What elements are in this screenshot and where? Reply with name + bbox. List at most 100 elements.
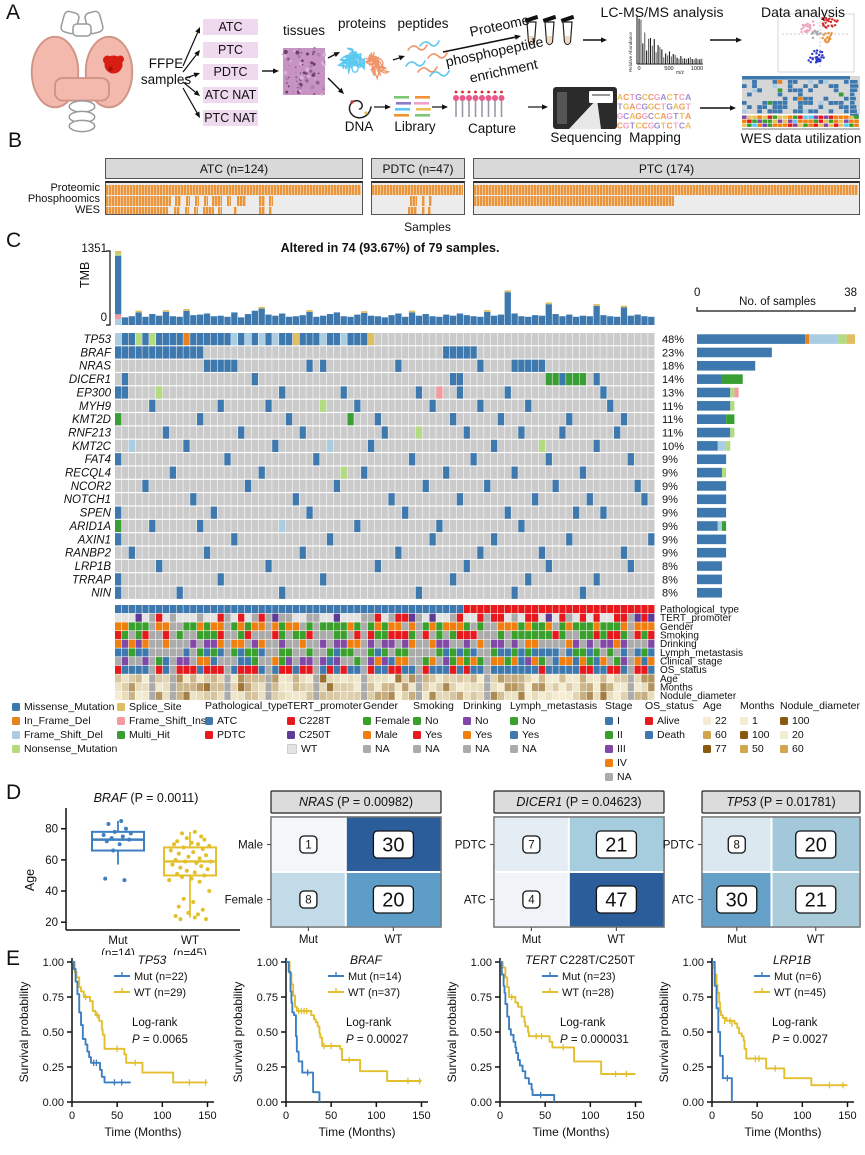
svg-text:1000: 1000: [691, 66, 703, 72]
svg-text:40: 40: [45, 886, 58, 898]
legend-swatch: [413, 731, 421, 739]
svg-text:WT: WT: [384, 934, 402, 946]
svg-text:100: 100: [793, 1110, 811, 1122]
svg-text:150: 150: [198, 1110, 216, 1122]
svg-text:TP53: TP53: [138, 953, 167, 967]
legend-item-label: NA: [617, 771, 632, 783]
legend-swatch: [12, 703, 20, 711]
availability-segment: [218, 207, 222, 214]
legend-item: 1: [740, 714, 774, 728]
availability-row-label: Proteomic: [50, 182, 100, 194]
legend-swatch: [740, 717, 748, 725]
svg-text:G: G: [666, 102, 673, 112]
gene-count-bar: [697, 387, 731, 398]
svg-text:G: G: [635, 92, 642, 102]
svg-text:Drinking: Drinking: [660, 639, 697, 650]
svg-text:G: G: [648, 102, 655, 112]
svg-text:G: G: [623, 121, 630, 131]
availability-segment: [106, 196, 172, 206]
svg-text:18%: 18%: [662, 361, 684, 373]
svg-text:11%: 11%: [662, 401, 683, 413]
svg-text:Lymph_metastasis: Lymph_metastasis: [660, 648, 743, 659]
capture-icon: [453, 90, 505, 117]
legend-item: Nonsense_Mutation: [12, 742, 117, 756]
svg-text:EP300: EP300: [76, 387, 111, 399]
gene-count-bar: [721, 521, 727, 531]
svg-text:RECQL4: RECQL4: [65, 468, 111, 480]
svg-text:ATC: ATC: [464, 895, 486, 907]
svg-text:Age: Age: [660, 674, 678, 685]
svg-text:0.50: 0.50: [43, 1027, 64, 1039]
gene-row: FAT4 9%: [85, 453, 727, 466]
legend-item: C228T: [287, 714, 362, 728]
svg-text:C: C: [623, 92, 629, 102]
legend-item-label: No: [522, 715, 536, 727]
panel-label-a: A: [6, 1, 21, 24]
legend-item: NA: [413, 742, 454, 756]
svg-text:Log-rank: Log-rank: [772, 1017, 818, 1029]
legend-item: Yes: [413, 728, 454, 742]
legend-swatch: [117, 703, 125, 711]
svg-text:DICER1: DICER1: [69, 374, 111, 386]
gene-count-bar: [805, 334, 810, 344]
protein-blob-icon: [336, 47, 391, 81]
svg-text:BRAF (P = 0.0011): BRAF (P = 0.0011): [94, 791, 199, 805]
legend-swatch: [287, 744, 297, 754]
svg-text:A: A: [673, 102, 679, 112]
legend-group: Months 1 100 50: [740, 700, 774, 756]
gene-count-bar: [730, 387, 735, 398]
svg-text:MYH9: MYH9: [79, 401, 112, 413]
svg-text:C: C: [642, 121, 648, 131]
legend-item: Female: [363, 714, 410, 728]
svg-text:100: 100: [581, 1110, 599, 1122]
svg-text:C: C: [679, 121, 685, 131]
legend-group-title: Smoking: [413, 700, 454, 712]
gene-count-bar: [697, 587, 722, 598]
legend-item-label: No: [425, 715, 439, 727]
svg-text:T: T: [679, 111, 685, 121]
svg-text:0.00: 0.00: [471, 1097, 492, 1109]
svg-text:Survival probability: Survival probability: [657, 982, 671, 1083]
svg-text:Mut: Mut: [299, 934, 319, 946]
legend-item-label: C250T: [299, 729, 331, 741]
legend-item-label: C228T: [299, 715, 331, 727]
svg-text:10%: 10%: [662, 441, 684, 453]
mapping-label: Mapping: [629, 130, 681, 145]
samples-bar-axis-title: No. of samples: [739, 296, 816, 308]
legend-swatch: [645, 717, 653, 725]
legend-group-title: OS_status: [645, 700, 695, 712]
svg-text:C: C: [648, 111, 654, 121]
availability-segment: [408, 207, 418, 214]
svg-text:9%: 9%: [662, 534, 678, 546]
panel-label-c: C: [6, 229, 22, 252]
svg-text:Survival probability: Survival probability: [17, 982, 31, 1083]
availability-segment: [202, 207, 215, 214]
legend-swatch: [605, 717, 613, 725]
availability-row-label: Phosphoomics: [27, 193, 100, 205]
svg-text:BRAF: BRAF: [80, 347, 112, 359]
legend-item: IV: [605, 756, 632, 770]
legend-item-label: IV: [617, 757, 627, 769]
legend-item-label: Frame_Shift_Del: [24, 729, 103, 741]
svg-text:P = 0.0027: P = 0.0027: [772, 1034, 828, 1046]
sequencer-icon: [553, 87, 617, 129]
svg-text:0.75: 0.75: [43, 992, 64, 1004]
oncoprint-legends: Missense_Mutation In_Frame_Del Frame_Shift…: [0, 700, 865, 786]
svg-text:P = 0.00027: P = 0.00027: [346, 1034, 408, 1046]
legend-swatch: [740, 731, 748, 739]
svg-text:Months: Months: [660, 683, 693, 694]
svg-text:Time (Months): Time (Months): [105, 1125, 182, 1139]
svg-text:9%: 9%: [662, 508, 678, 520]
svg-text:4: 4: [528, 895, 535, 907]
oncoprint-chart: TP53 48%BRAF 23%NRAS 18%DICER1 14%EP300 13%MY…: [64, 250, 856, 702]
svg-text:(n=45): (n=45): [173, 948, 207, 955]
legend-swatch: [703, 717, 711, 725]
legend-item: Death: [645, 728, 694, 742]
svg-text:LRP1B: LRP1B: [773, 953, 811, 967]
svg-text:0.50: 0.50: [683, 1027, 704, 1039]
legend-item-label: PDTC: [217, 729, 246, 741]
wes-utilization-label: WES data utilization: [740, 131, 862, 146]
legend-item: Multi_Hit: [117, 728, 206, 742]
availability-segment: [186, 196, 191, 206]
